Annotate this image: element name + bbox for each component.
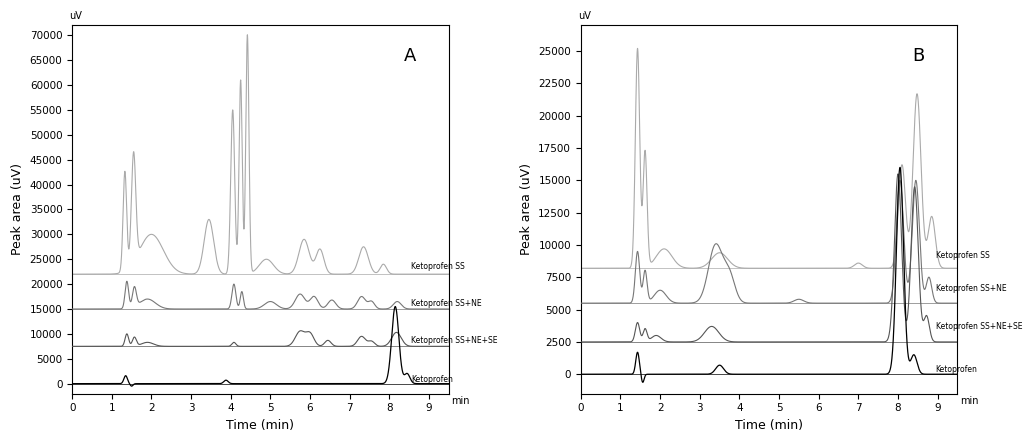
Text: B: B xyxy=(912,47,924,66)
Text: Ketoprofen: Ketoprofen xyxy=(936,365,977,373)
Text: Ketoprofen SS+NE+SE: Ketoprofen SS+NE+SE xyxy=(936,322,1023,331)
Text: Ketoprofen: Ketoprofen xyxy=(412,375,453,384)
Text: Ketoprofen SS: Ketoprofen SS xyxy=(936,251,990,260)
Text: min: min xyxy=(452,396,470,406)
Text: Ketoprofen SS: Ketoprofen SS xyxy=(412,262,465,271)
Text: uV: uV xyxy=(578,11,591,21)
Y-axis label: Peak area (uV): Peak area (uV) xyxy=(520,163,533,256)
X-axis label: Time (min): Time (min) xyxy=(226,419,295,432)
Text: uV: uV xyxy=(69,11,83,21)
Y-axis label: Peak area (uV): Peak area (uV) xyxy=(11,163,24,256)
Text: min: min xyxy=(961,396,979,406)
Text: A: A xyxy=(403,47,416,66)
X-axis label: Time (min): Time (min) xyxy=(735,419,803,432)
Text: Ketoprofen SS+NE: Ketoprofen SS+NE xyxy=(936,284,1006,293)
Text: Ketoprofen SS+NE: Ketoprofen SS+NE xyxy=(412,299,482,307)
Text: Ketoprofen SS+NE+SE: Ketoprofen SS+NE+SE xyxy=(412,336,497,345)
